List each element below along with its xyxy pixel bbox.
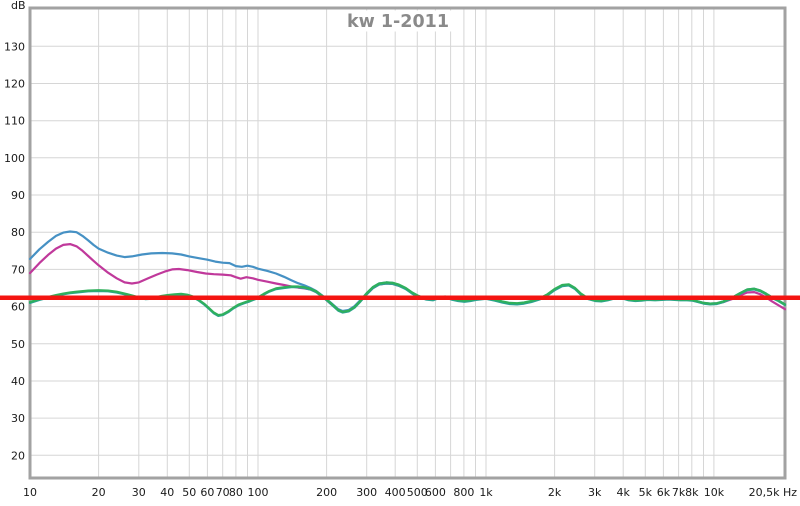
- x-tick-label: 10: [23, 486, 37, 499]
- x-tick-label: 300: [356, 486, 377, 499]
- x-tick-label: 7k: [672, 486, 686, 499]
- x-tick-label: 1k: [479, 486, 493, 499]
- y-tick-label: 80: [11, 226, 25, 239]
- x-tick-label: 3k: [588, 486, 602, 499]
- y-tick-label: 90: [11, 189, 25, 202]
- chart-title: kw 1-2011: [347, 12, 449, 32]
- x-tick-label: 40: [160, 486, 174, 499]
- y-tick-label: 50: [11, 338, 25, 351]
- y-tick-label: 30: [11, 412, 25, 425]
- y-tick-label: 130: [4, 40, 25, 53]
- x-tick-label: 5k: [639, 486, 653, 499]
- y-tick-label: 110: [4, 115, 25, 128]
- x-tick-label: 20: [92, 486, 106, 499]
- x-tick-label: 6k: [657, 486, 671, 499]
- y-tick-label: 20: [11, 449, 25, 462]
- x-tick-label: 60: [200, 486, 214, 499]
- x-tick-label: 200: [316, 486, 337, 499]
- plot-border: [28, 6, 787, 480]
- y-tick-labels: 20 30 40 50 60 70 80 90 100 110 120 130: [4, 40, 25, 462]
- y-tick-label: 40: [11, 375, 25, 388]
- y-axis-unit-label: dB: [11, 0, 26, 12]
- x-tick-label: 400: [385, 486, 406, 499]
- x-tick-label: 100: [248, 486, 269, 499]
- x-tick-label: 600: [425, 486, 446, 499]
- x-tick-label: 50: [182, 486, 196, 499]
- grid-lines: [30, 8, 785, 478]
- y-tick-label: 70: [11, 263, 25, 276]
- x-tick-label: 4k: [617, 486, 631, 499]
- x-tick-label: 2k: [548, 486, 562, 499]
- x-tick-label: 20,5k Hz: [749, 486, 798, 499]
- x-tick-label: 80: [229, 486, 243, 499]
- y-tick-label: 60: [11, 301, 25, 314]
- title-background: [344, 10, 452, 32]
- x-tick-label: 500: [407, 486, 428, 499]
- x-tick-label: 800: [453, 486, 474, 499]
- x-tick-label: 30: [132, 486, 146, 499]
- x-tick-label: 8k: [685, 486, 699, 499]
- y-tick-label: 120: [4, 78, 25, 91]
- y-tick-label: 100: [4, 152, 25, 165]
- x-tick-label: 10k: [704, 486, 725, 499]
- x-tick-label: 70: [216, 486, 230, 499]
